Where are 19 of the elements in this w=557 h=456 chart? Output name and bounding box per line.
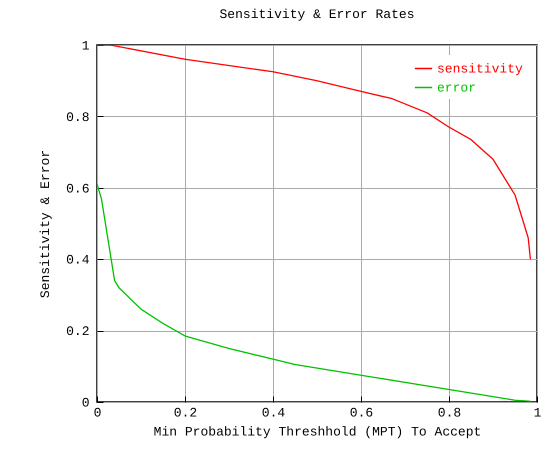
y-tick-label: 0.4 — [66, 252, 90, 268]
x-tick-label: 0.6 — [350, 406, 374, 420]
line-series — [97, 45, 532, 260]
x-tick-label: 0.2 — [174, 406, 198, 420]
legend-label: error — [437, 80, 476, 96]
x-tick-label: 0.4 — [262, 406, 286, 420]
y-tick-label: 0.2 — [66, 324, 90, 340]
y-axis-title: Sensitivity & Error — [38, 150, 54, 298]
y-tick-label: 0.6 — [66, 181, 90, 196]
legend-label: sensitivity — [437, 62, 524, 76]
x-tick-label: 0 — [94, 406, 102, 420]
line-series — [97, 184, 532, 402]
y-tick-label: 1 — [82, 38, 90, 54]
x-axis-title: Min Probability Threshhold (MPT) To Accept — [154, 424, 482, 440]
chart-title: Sensitivity & Error Rates — [219, 7, 415, 22]
y-tick-label: 0 — [82, 396, 90, 410]
x-tick-label: 1 — [534, 406, 542, 420]
x-tick-label: 0.8 — [438, 406, 462, 420]
y-tick-label: 0.8 — [66, 110, 90, 125]
